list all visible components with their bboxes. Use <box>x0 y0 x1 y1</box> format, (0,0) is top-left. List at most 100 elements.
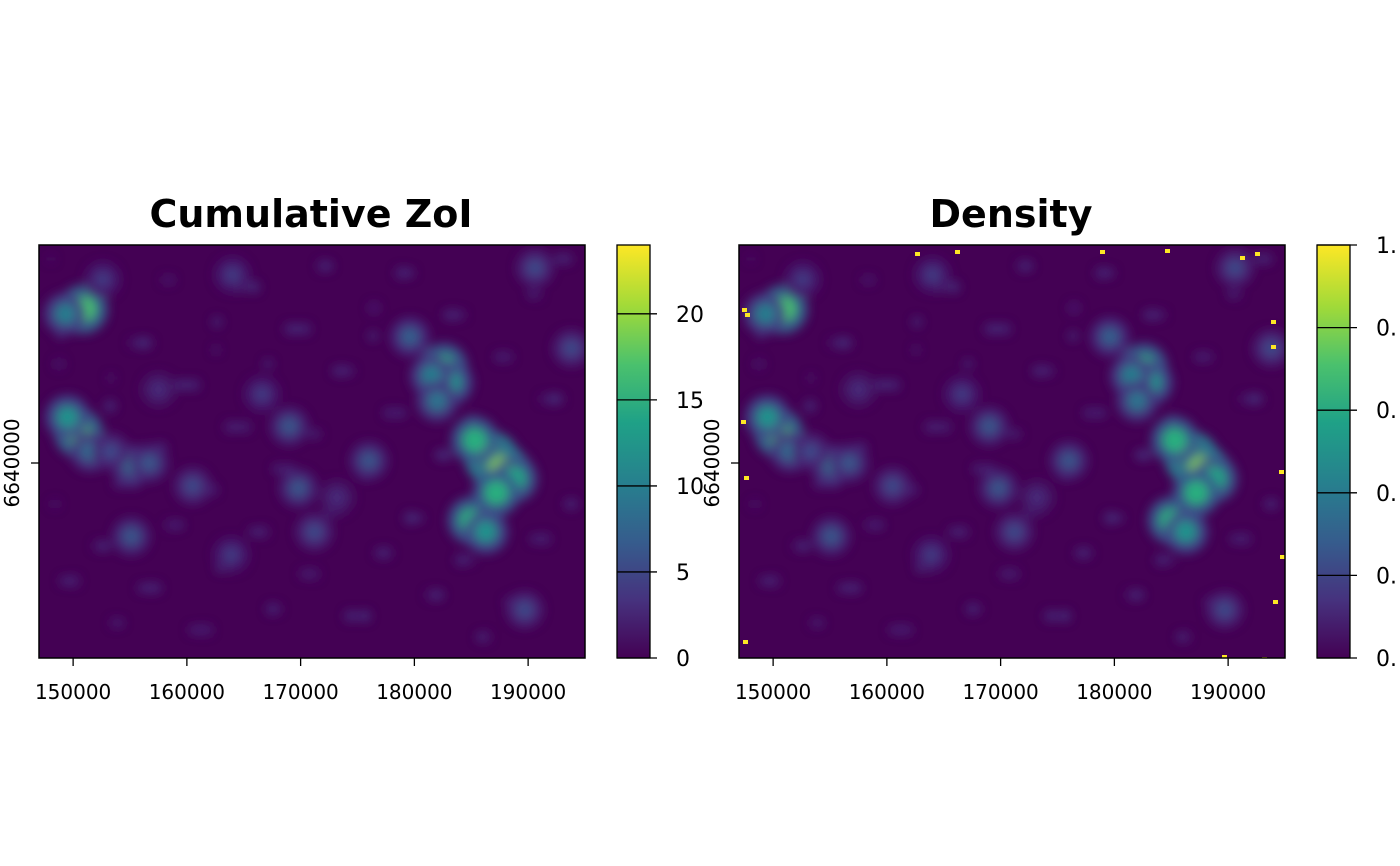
hotspot <box>924 266 941 284</box>
hotspot <box>922 546 940 564</box>
speckle <box>248 527 258 537</box>
x-tick-label: 180000 <box>1076 680 1152 704</box>
speckle <box>1155 554 1167 566</box>
speckle <box>164 519 176 531</box>
speckle <box>984 323 996 335</box>
hotspot <box>253 385 271 403</box>
colorbar <box>617 245 650 658</box>
speckle <box>476 633 484 641</box>
colorbar-tick-label: 0. <box>1376 317 1397 342</box>
x-tick-label: 150000 <box>735 680 811 704</box>
speckle <box>1254 255 1262 263</box>
speckle <box>864 519 876 531</box>
speckle <box>1095 267 1107 279</box>
hotspot <box>54 303 76 325</box>
speckle <box>1239 394 1249 404</box>
hotspot <box>754 303 776 325</box>
edge-pixel <box>743 640 748 644</box>
speckle <box>1104 512 1116 524</box>
speckle <box>873 379 885 391</box>
speckle <box>828 338 838 348</box>
x-tick-label: 180000 <box>376 680 452 704</box>
speckle <box>212 317 222 327</box>
speckle <box>284 323 296 335</box>
speckle <box>263 359 273 369</box>
edge-pixel <box>1279 470 1284 474</box>
heat-layer <box>44 249 585 643</box>
hotspot <box>101 442 120 461</box>
hotspot <box>794 271 812 288</box>
speckle <box>747 255 755 263</box>
speckle <box>759 576 769 586</box>
hotspot <box>1175 520 1198 543</box>
edge-artifacts <box>741 249 1285 658</box>
hotspot <box>183 477 202 495</box>
speckle <box>395 267 407 279</box>
hotspot <box>140 454 159 472</box>
speckle <box>92 542 100 550</box>
hotspot <box>801 442 820 461</box>
speckle <box>128 338 138 348</box>
x-tick-label: 170000 <box>962 680 1038 704</box>
hotspot <box>150 381 167 398</box>
colorbar-tick-label: 0. <box>1376 482 1397 507</box>
speckle <box>434 451 442 459</box>
edge-pixel <box>741 420 746 424</box>
speckle <box>1263 500 1271 508</box>
speckle <box>212 346 220 354</box>
speckle <box>1008 429 1018 439</box>
plot-border <box>38 244 586 659</box>
speckle <box>999 569 1009 579</box>
colorbar-tick-label: 0. <box>1376 399 1397 424</box>
speckle <box>1017 260 1029 272</box>
edge-pixel <box>1271 345 1276 349</box>
edge-pixel <box>744 476 749 480</box>
hotspot <box>822 527 841 546</box>
x-tick-label: 170000 <box>262 680 338 704</box>
hotspot <box>462 428 487 453</box>
speckle <box>374 549 382 557</box>
speckle <box>368 302 380 314</box>
hotspot <box>289 479 308 498</box>
speckle <box>963 359 973 369</box>
speckle <box>539 394 549 404</box>
speckle <box>53 358 65 370</box>
speckle <box>948 527 958 537</box>
colorbar-tick-label: 5 <box>676 561 690 586</box>
colorbar-tick-label: 0. <box>1376 647 1397 672</box>
speckle <box>1068 302 1080 314</box>
hotspot <box>1029 489 1046 506</box>
speckle <box>272 465 280 473</box>
plot-border <box>738 244 1286 659</box>
speckle <box>404 512 416 524</box>
speckle <box>1125 591 1133 599</box>
hotspot <box>280 417 299 436</box>
colorbar-tick-label: 0. <box>1376 564 1397 589</box>
heat-layer <box>744 249 1285 643</box>
speckle <box>368 331 378 341</box>
speckle <box>332 367 340 375</box>
x-tick-label: 160000 <box>149 680 225 704</box>
colorbar-tick-label: 0 <box>676 647 690 672</box>
hotspot <box>516 601 534 619</box>
panel-cumulative-zoi: Cumulative ZoI 150000 160000 170000 180000 19… <box>0 192 704 704</box>
speckle <box>50 499 60 509</box>
speckle <box>810 618 820 628</box>
speckle <box>110 618 120 628</box>
speckle <box>443 311 451 319</box>
edge-pixel <box>1222 655 1227 658</box>
speckle <box>317 260 329 272</box>
speckle <box>966 603 978 615</box>
hotspot <box>1100 327 1120 347</box>
speckle <box>861 275 871 285</box>
speckle <box>792 542 800 550</box>
hotspot <box>329 489 346 506</box>
speckle <box>173 379 185 391</box>
speckle <box>807 374 815 382</box>
colorbar-tick-label: 10 <box>676 475 704 500</box>
hotspot <box>756 406 779 429</box>
speckle <box>299 569 309 579</box>
colorbar-tick-label: 15 <box>676 389 704 414</box>
speckle <box>266 603 278 615</box>
hotspot <box>94 271 112 288</box>
